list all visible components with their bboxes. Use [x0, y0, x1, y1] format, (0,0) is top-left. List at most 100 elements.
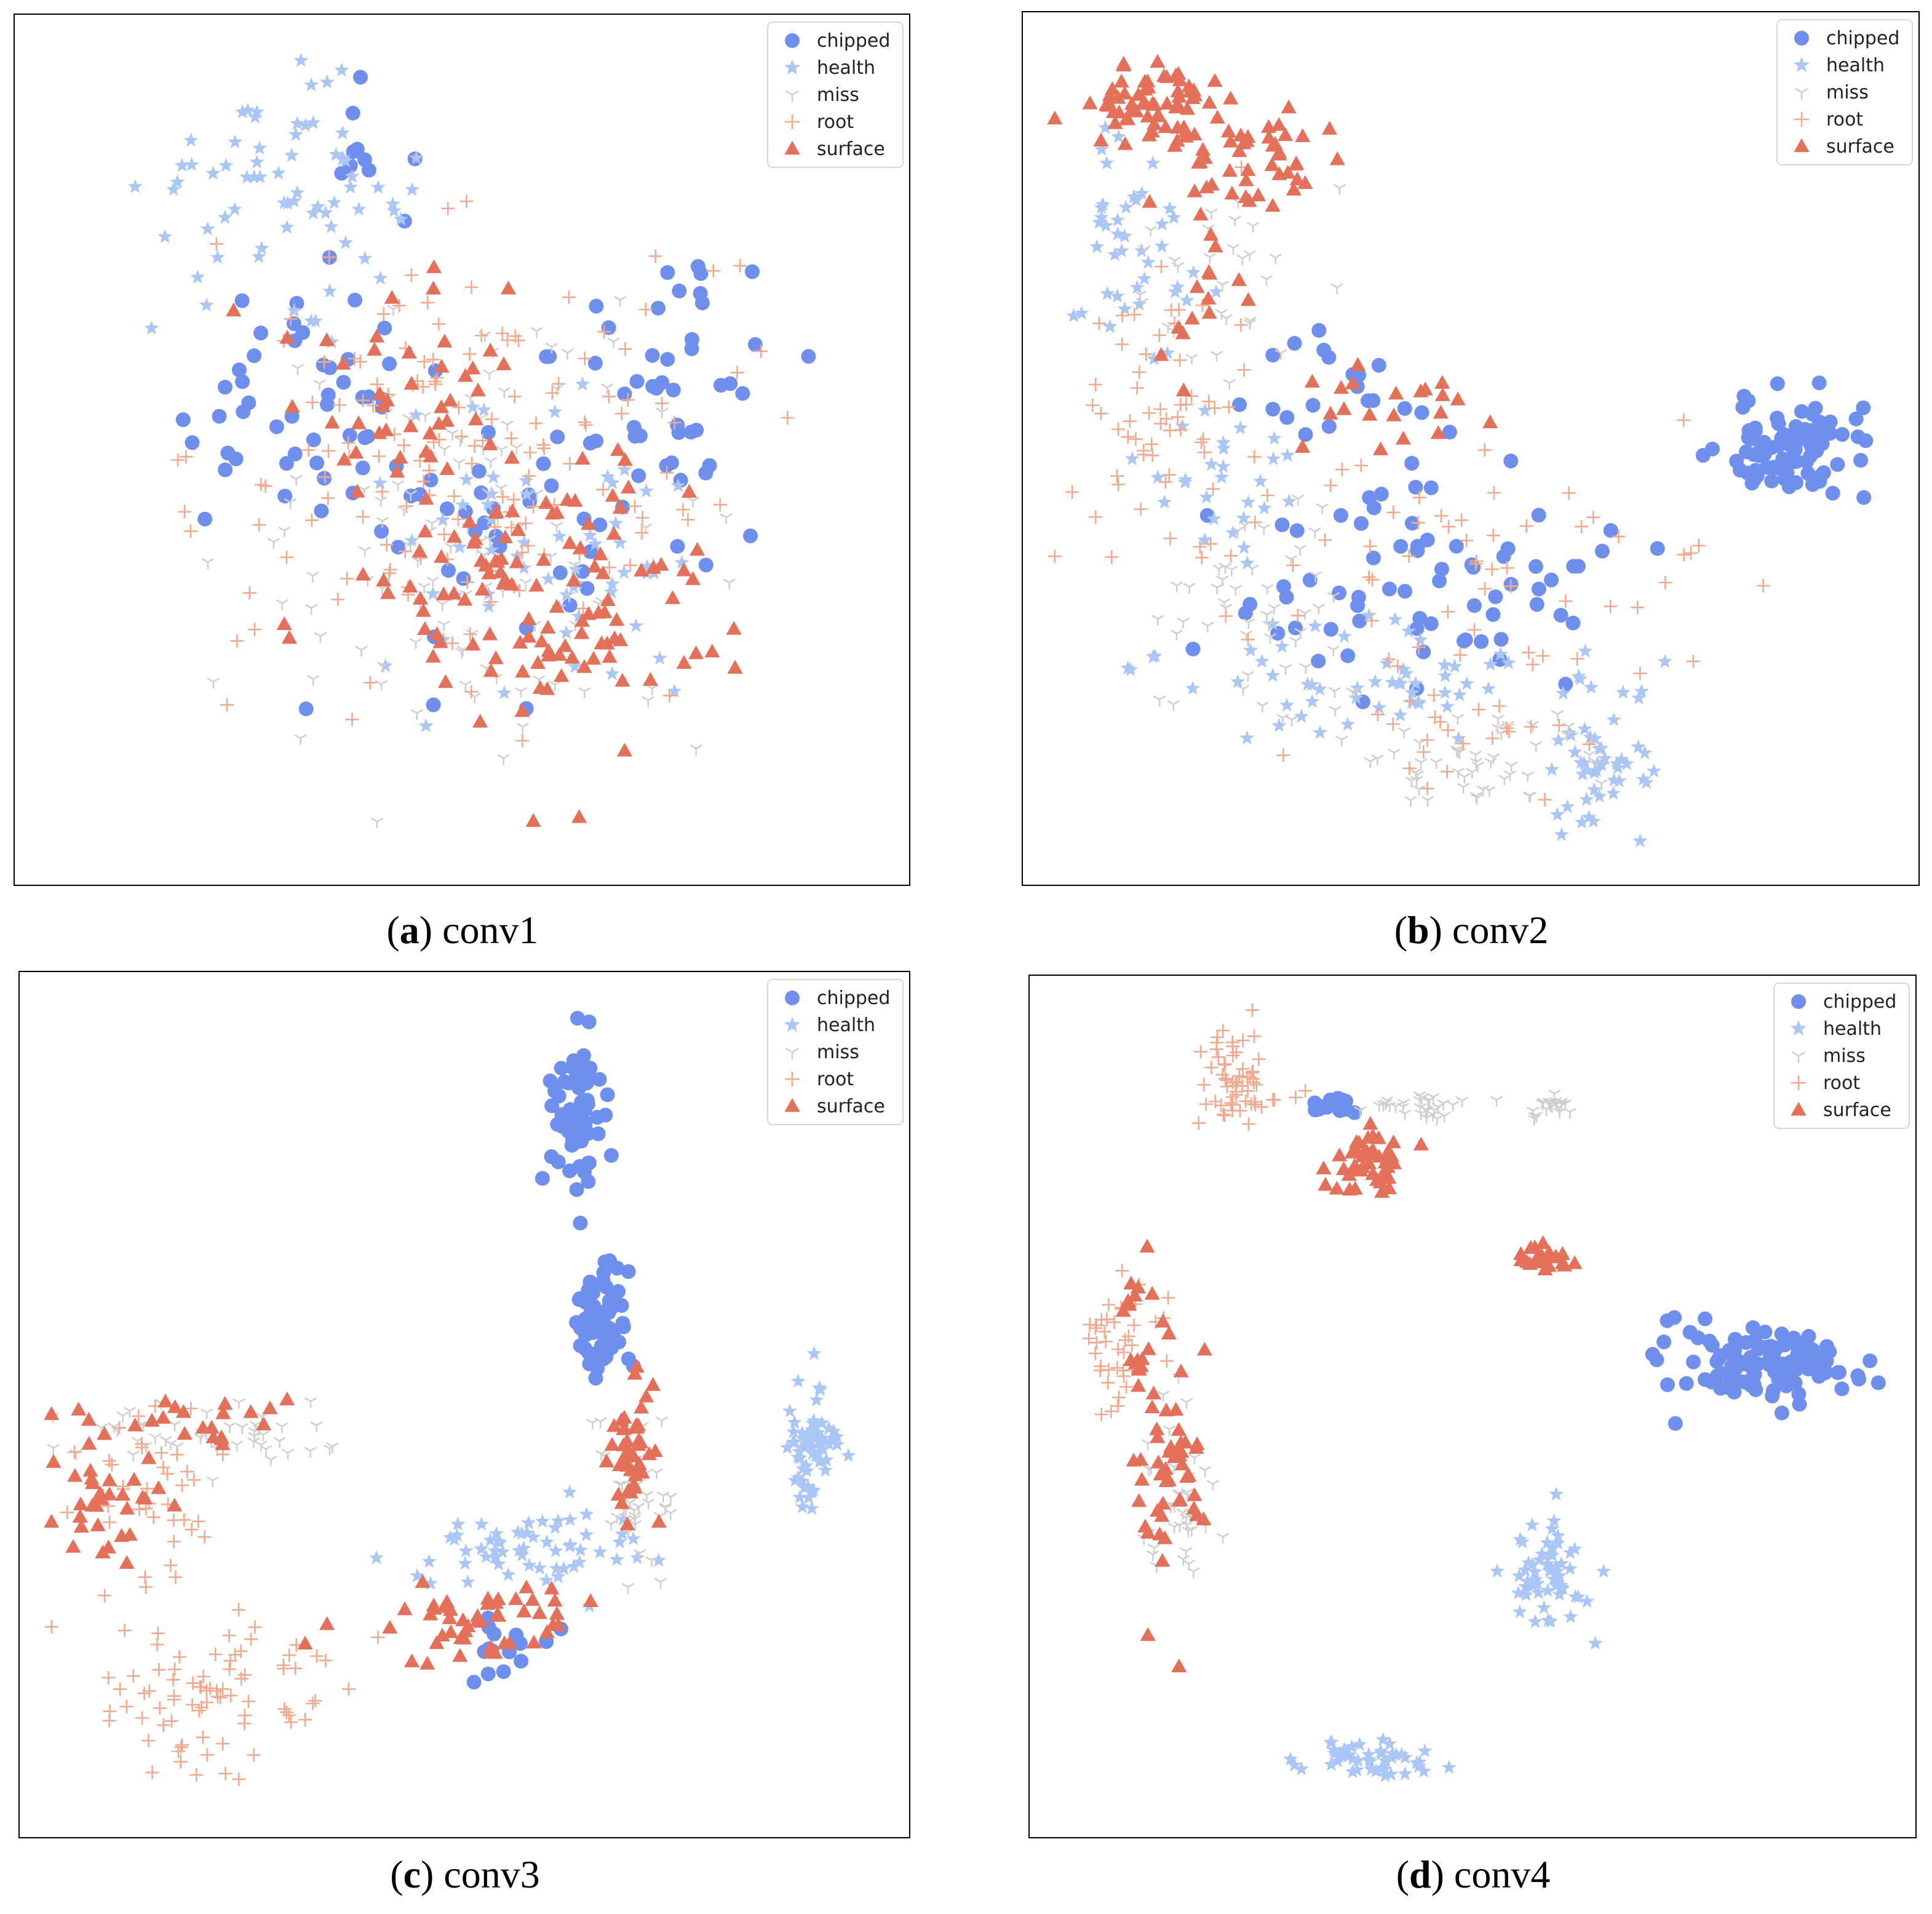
legend-health-marker	[1793, 57, 1810, 73]
surface-point	[1267, 135, 1283, 150]
root-point	[216, 1682, 230, 1696]
health-point	[483, 511, 499, 526]
health-point	[435, 512, 450, 527]
surface-point	[401, 345, 417, 359]
health-point	[489, 1526, 504, 1541]
legend-chipped-marker	[1794, 31, 1809, 46]
surface-point	[442, 1610, 458, 1624]
miss-point	[607, 337, 620, 349]
miss-point	[47, 1443, 60, 1455]
root-point	[447, 489, 461, 503]
surface-point	[119, 1501, 135, 1515]
root-point	[98, 1589, 112, 1603]
health-point	[548, 1543, 563, 1558]
miss-point	[1329, 706, 1342, 717]
health-point	[787, 1414, 802, 1429]
health-point	[210, 250, 225, 264]
surface-point	[493, 564, 509, 578]
health-point	[1132, 297, 1147, 311]
health-point	[357, 250, 373, 265]
chipped-point	[693, 285, 708, 301]
chipped-point	[1529, 597, 1544, 612]
miss-point	[550, 522, 563, 533]
surface-point	[538, 495, 554, 509]
root-point	[1225, 1035, 1239, 1050]
health-point	[566, 1558, 581, 1573]
health-point	[1563, 1609, 1578, 1624]
surface-point	[1413, 383, 1429, 397]
chipped-point	[1751, 1356, 1766, 1371]
miss-point	[1438, 1111, 1451, 1123]
surface-point	[1374, 1184, 1390, 1198]
panel-d: chipped health miss root surface	[1028, 975, 1918, 1840]
chipped-point	[287, 446, 303, 461]
health-point	[144, 320, 159, 335]
surface-point	[525, 813, 541, 827]
health-point	[1534, 1546, 1549, 1561]
root-point	[1441, 723, 1455, 737]
chipped-point	[573, 1320, 588, 1336]
chipped-point	[1774, 1405, 1789, 1421]
surface-point	[1150, 1454, 1166, 1469]
chipped-point	[1488, 589, 1503, 604]
health-point	[604, 584, 619, 599]
health-point	[335, 125, 350, 140]
chipped-point	[544, 478, 559, 493]
root-point	[331, 592, 345, 607]
chipped-point	[496, 1664, 511, 1680]
surface-point	[1220, 123, 1236, 138]
root-point	[1139, 347, 1153, 361]
surface-point	[590, 605, 606, 619]
root-point	[1354, 458, 1368, 473]
chipped-point	[743, 528, 758, 544]
chipped-point	[309, 455, 325, 471]
health-point	[1574, 815, 1589, 829]
root-point	[527, 500, 541, 514]
root-point	[1235, 1079, 1249, 1093]
root-point	[232, 1603, 246, 1617]
health-point	[368, 1550, 384, 1565]
root-point	[464, 280, 479, 294]
health-point	[1137, 271, 1152, 285]
root-point	[1391, 659, 1405, 673]
chipped-point	[1686, 1354, 1701, 1370]
health-point	[825, 1431, 841, 1445]
surface-point	[82, 1462, 98, 1477]
health-point	[328, 146, 344, 161]
chipped-point	[1704, 441, 1720, 457]
health-point	[1254, 653, 1270, 668]
surface-point	[1126, 1453, 1142, 1467]
root-point	[146, 1510, 161, 1524]
surface-point	[97, 1426, 113, 1440]
health-point	[306, 205, 321, 220]
health-point	[1636, 772, 1651, 786]
surface-point	[1195, 142, 1211, 156]
miss-point	[444, 542, 458, 554]
health-point	[1560, 799, 1575, 813]
chipped-point	[586, 1299, 602, 1314]
chipped-point	[735, 386, 750, 401]
health-point	[487, 1550, 503, 1565]
caption-a: (a) conv1	[386, 908, 539, 952]
miss-point	[284, 498, 297, 509]
root-point	[101, 1670, 116, 1685]
health-point	[1634, 684, 1649, 698]
root-point	[370, 377, 384, 391]
chipped-point	[579, 1075, 594, 1090]
health-point	[1393, 707, 1408, 722]
health-point	[483, 1532, 498, 1547]
chipped-point	[1690, 1330, 1706, 1346]
surface-point	[1297, 175, 1313, 189]
miss-point	[1231, 526, 1244, 538]
health-point	[1236, 540, 1252, 554]
legend-miss-marker	[1794, 87, 1809, 100]
surface-point	[1140, 1627, 1156, 1641]
miss-point	[236, 1422, 248, 1434]
health-point	[1521, 1555, 1536, 1569]
surface-point	[437, 674, 453, 688]
chipped-point	[1565, 615, 1581, 631]
miss-point	[1179, 1547, 1193, 1558]
miss-point	[1364, 757, 1377, 768]
chipped-point	[554, 1061, 569, 1076]
root-point	[1110, 1361, 1124, 1375]
